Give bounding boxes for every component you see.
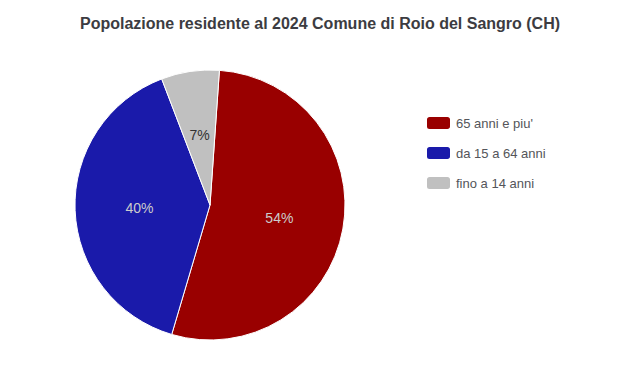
svg-text:fino a 14 anni: fino a 14 anni — [456, 176, 534, 191]
svg-text:da 15 a 64 anni: da 15 a 64 anni — [456, 146, 546, 161]
svg-text:40%: 40% — [126, 200, 154, 216]
svg-text:54%: 54% — [265, 210, 293, 226]
svg-text:Popolazione residente al 2024: Popolazione residente al 2024 Comune di … — [80, 15, 560, 32]
svg-text:7%: 7% — [189, 127, 209, 143]
svg-text:65 anni e piu': 65 anni e piu' — [456, 116, 533, 131]
